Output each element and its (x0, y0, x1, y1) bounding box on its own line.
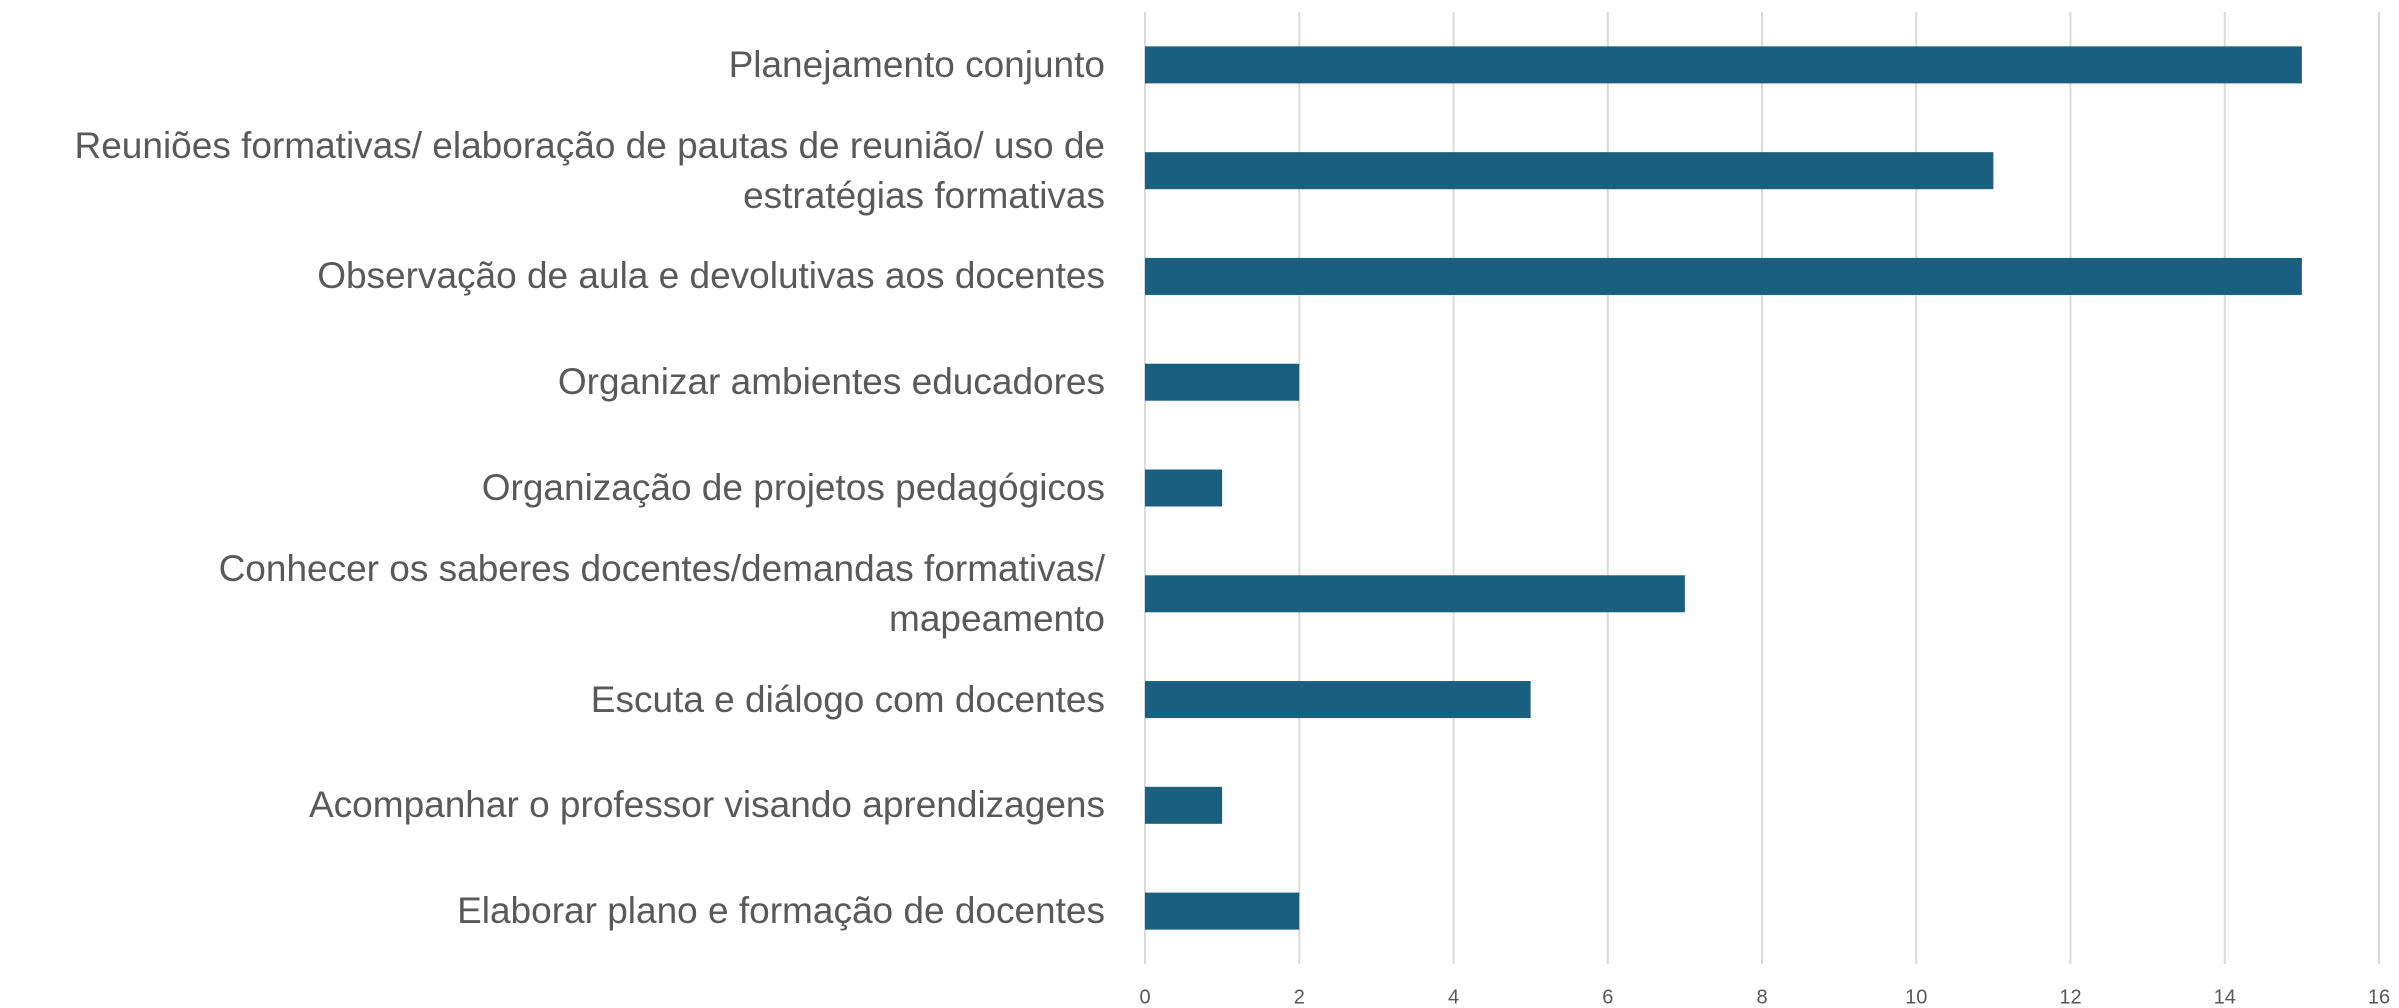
y-tick-label: Reuniões formativas/ elaboração de pauta… (74, 124, 1105, 216)
x-tick-label: 2 (1294, 986, 1305, 1008)
y-tick-label: Escuta e diálogo com docentes (590, 678, 1105, 720)
y-tick-label: Observação de aula e devolutivas aos doc… (317, 255, 1105, 297)
x-tick-label: 16 (2368, 986, 2390, 1008)
bar (1145, 469, 1223, 507)
y-tick-label: Organizar ambientes educadores (557, 361, 1105, 403)
bar (1145, 152, 1994, 190)
bar (1145, 892, 1300, 930)
x-tick-label: 0 (1139, 986, 1150, 1008)
x-tick-label: 6 (1602, 986, 1613, 1008)
bar (1145, 46, 2302, 84)
y-tick-label: Acompanhar o professor visando aprendiza… (309, 784, 1105, 826)
bar (1145, 257, 2302, 295)
x-tick-label: 10 (1905, 986, 1927, 1008)
y-tick-label: Organização de projetos pedagógicos (481, 467, 1105, 508)
bar (1145, 681, 1531, 719)
y-tick-label: Planejamento conjunto (728, 43, 1105, 85)
bar (1145, 786, 1223, 824)
y-tick-label: Conhecer os saberes docentes/demandas fo… (218, 547, 1105, 639)
x-tick-label: 8 (1756, 986, 1767, 1008)
bar (1145, 363, 1300, 401)
y-tick-label: Elaborar plano e formação de docentes (457, 890, 1105, 932)
x-tick-label: 4 (1448, 986, 1459, 1008)
x-tick-label: 12 (2059, 986, 2081, 1008)
bar (1145, 575, 1685, 613)
x-tick-label: 14 (2214, 986, 2236, 1008)
